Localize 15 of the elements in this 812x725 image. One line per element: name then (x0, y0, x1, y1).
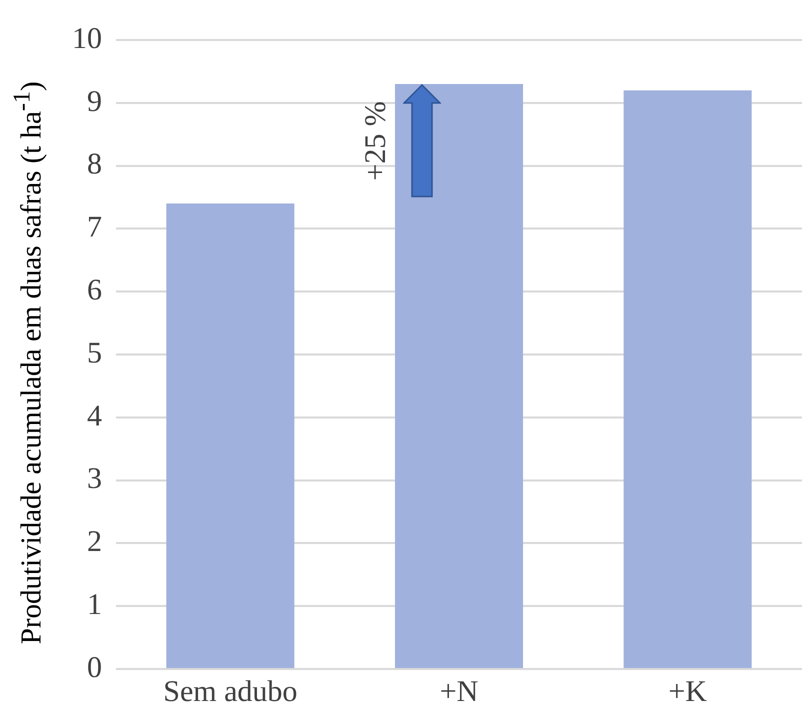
annotation: +25 % (359, 101, 394, 180)
x-tick-label: Sem adubo (163, 674, 298, 708)
y-tick-label: 7 (87, 210, 102, 244)
y-tick-label: 3 (87, 462, 102, 496)
x-tick-label: +N (440, 674, 478, 708)
y-tick-label: 9 (87, 84, 102, 118)
y-tick-label: 6 (87, 273, 102, 306)
y-tick-label: 0 (87, 650, 102, 684)
y-tick-label: 2 (87, 525, 102, 558)
y-tick-label: 10 (72, 22, 102, 55)
y-tick-label: 4 (87, 399, 102, 432)
y-tick-label: 1 (87, 588, 102, 621)
y-tick-label: 5 (87, 336, 102, 370)
x-tick-label: +K (668, 674, 708, 708)
y-tick-label: 8 (87, 148, 102, 181)
